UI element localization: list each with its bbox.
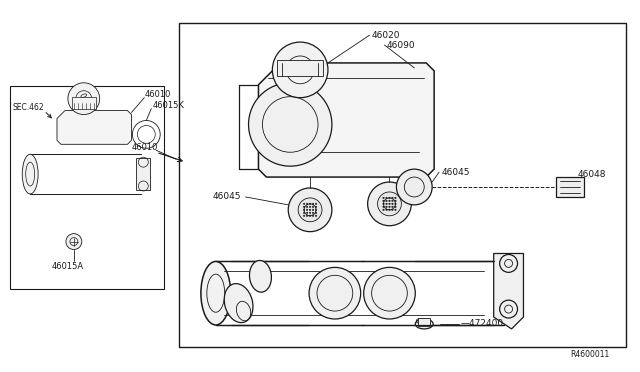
Circle shape <box>303 215 305 217</box>
Circle shape <box>386 203 387 205</box>
Circle shape <box>395 200 396 202</box>
Bar <box>277 60 323 76</box>
Circle shape <box>396 169 432 205</box>
Ellipse shape <box>22 154 38 194</box>
Circle shape <box>312 203 314 205</box>
Circle shape <box>312 209 314 211</box>
Ellipse shape <box>250 260 271 292</box>
Circle shape <box>392 197 393 199</box>
Bar <box>10 86 164 289</box>
Circle shape <box>309 206 311 208</box>
Text: 46048: 46048 <box>578 170 607 179</box>
Bar <box>419 318 430 326</box>
Circle shape <box>303 203 305 205</box>
Ellipse shape <box>415 319 433 329</box>
Circle shape <box>303 212 305 214</box>
Text: 46020: 46020 <box>372 31 400 40</box>
Circle shape <box>273 42 328 98</box>
Circle shape <box>367 182 412 226</box>
Bar <box>556 177 584 197</box>
Bar <box>30 154 141 194</box>
Circle shape <box>66 234 82 250</box>
Circle shape <box>248 83 332 166</box>
Circle shape <box>383 209 384 211</box>
Circle shape <box>386 209 387 211</box>
Circle shape <box>312 206 314 208</box>
Circle shape <box>388 206 390 208</box>
Polygon shape <box>259 63 434 177</box>
Text: R4600011: R4600011 <box>571 350 610 359</box>
Circle shape <box>383 203 384 205</box>
Circle shape <box>388 197 390 199</box>
Circle shape <box>395 203 396 205</box>
Text: 46015K: 46015K <box>152 101 184 110</box>
Ellipse shape <box>201 262 230 325</box>
Text: 46010: 46010 <box>145 90 171 99</box>
Circle shape <box>309 267 361 319</box>
Circle shape <box>312 212 314 214</box>
Circle shape <box>316 209 317 211</box>
Text: 46010: 46010 <box>131 143 158 152</box>
Circle shape <box>388 200 390 202</box>
Ellipse shape <box>224 283 253 323</box>
Polygon shape <box>57 110 131 144</box>
Circle shape <box>309 212 311 214</box>
Circle shape <box>378 192 401 216</box>
Circle shape <box>309 209 311 211</box>
Circle shape <box>309 215 311 217</box>
Circle shape <box>307 209 308 211</box>
Bar <box>136 158 150 190</box>
Circle shape <box>388 209 390 211</box>
Text: 46045: 46045 <box>441 168 470 177</box>
Circle shape <box>307 215 308 217</box>
Circle shape <box>303 206 305 208</box>
Bar <box>72 97 96 109</box>
Text: 46015A: 46015A <box>52 262 84 271</box>
Circle shape <box>303 209 305 211</box>
Circle shape <box>388 203 390 205</box>
Circle shape <box>288 188 332 232</box>
Circle shape <box>395 197 396 199</box>
Circle shape <box>383 200 384 202</box>
Circle shape <box>316 212 317 214</box>
Circle shape <box>392 206 393 208</box>
Circle shape <box>383 206 384 208</box>
Bar <box>216 262 504 325</box>
Text: 46045: 46045 <box>213 192 241 201</box>
Circle shape <box>392 200 393 202</box>
Text: SEC.462: SEC.462 <box>12 103 44 112</box>
Circle shape <box>307 203 308 205</box>
Polygon shape <box>493 253 524 329</box>
Bar <box>179 23 626 347</box>
Circle shape <box>316 203 317 205</box>
Circle shape <box>395 209 396 211</box>
Circle shape <box>364 267 415 319</box>
Text: —472400: —472400 <box>461 320 504 328</box>
Circle shape <box>68 83 100 115</box>
Circle shape <box>307 206 308 208</box>
Circle shape <box>307 212 308 214</box>
Circle shape <box>298 198 322 222</box>
Circle shape <box>309 203 311 205</box>
Circle shape <box>386 206 387 208</box>
Circle shape <box>316 215 317 217</box>
Circle shape <box>392 209 393 211</box>
Circle shape <box>316 206 317 208</box>
Circle shape <box>395 206 396 208</box>
Circle shape <box>383 197 384 199</box>
Circle shape <box>386 200 387 202</box>
Circle shape <box>312 215 314 217</box>
Circle shape <box>386 197 387 199</box>
Text: 46090: 46090 <box>387 41 415 49</box>
Circle shape <box>392 203 393 205</box>
